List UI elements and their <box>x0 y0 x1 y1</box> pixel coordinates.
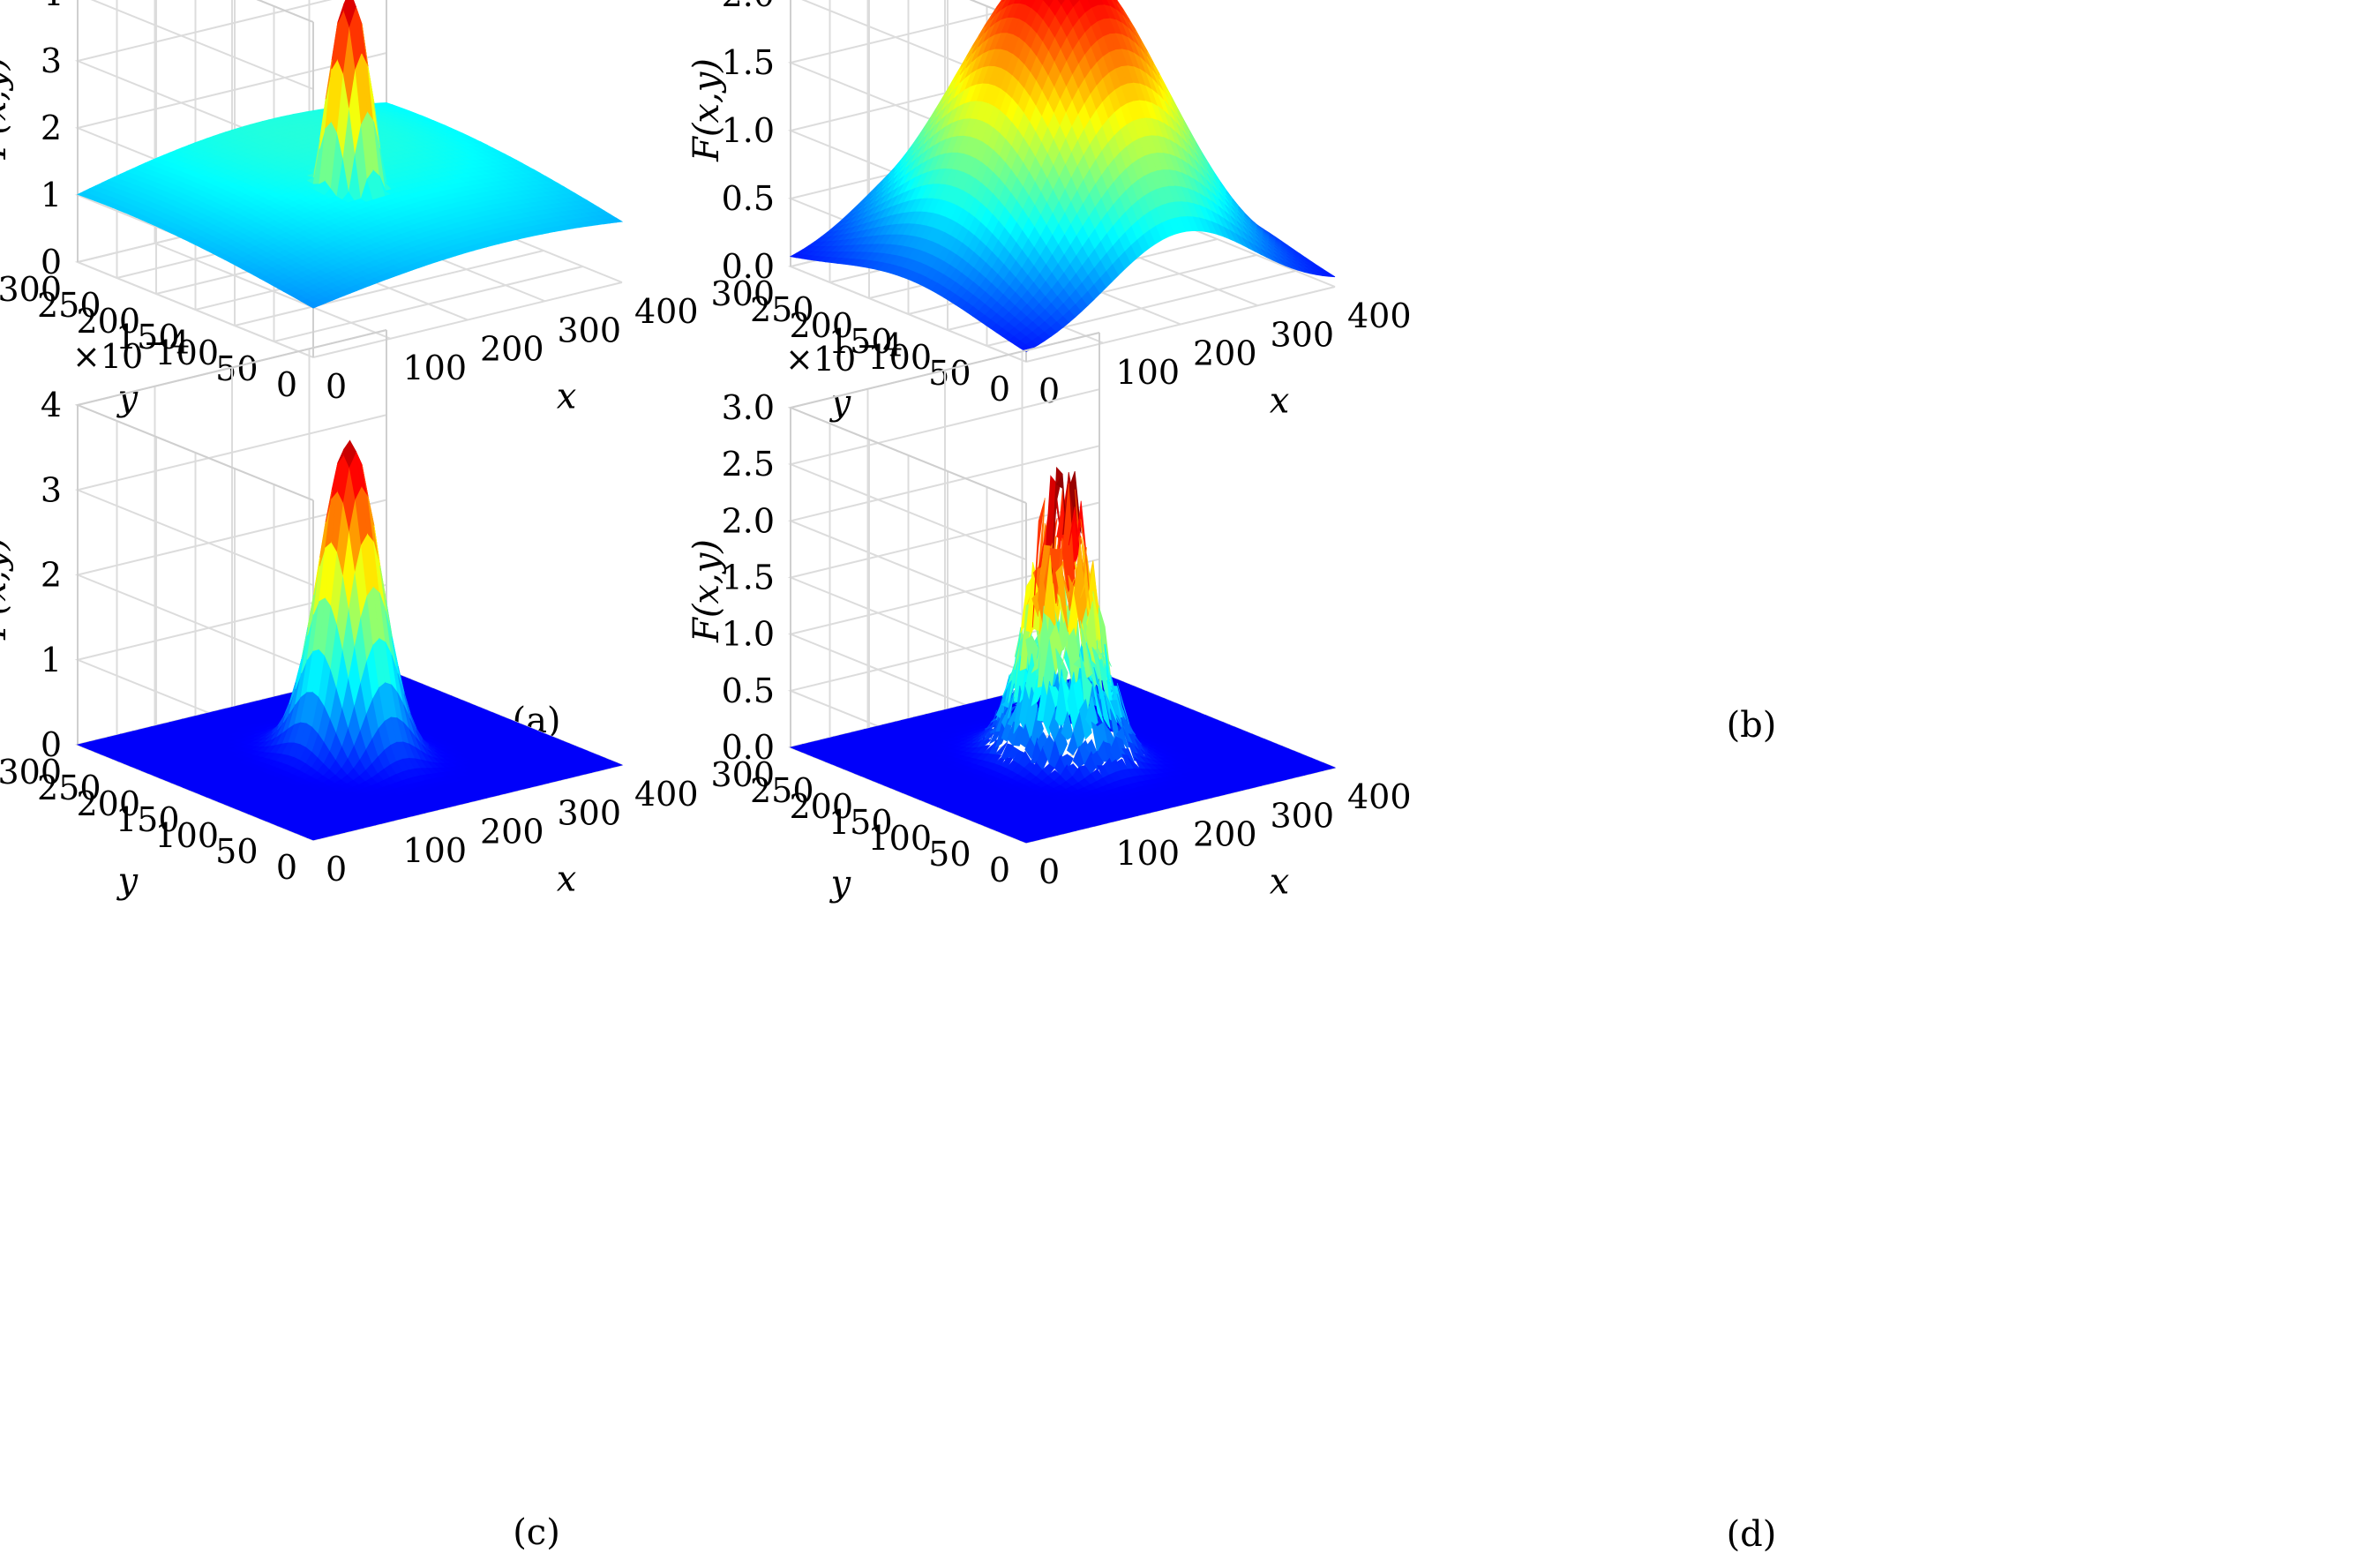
surface <box>76 0 624 309</box>
y-tick-label: 300 <box>0 270 62 309</box>
z-axis-label: F(x,y) <box>686 58 727 162</box>
x-tick-label: 0 <box>1039 371 1060 410</box>
grid-line <box>274 266 583 342</box>
z-tick-label: 2 <box>41 109 62 147</box>
y-tick-label: 0 <box>989 370 1010 409</box>
z-tick-label: 3 <box>41 41 62 80</box>
y-axis-label: y <box>829 382 852 423</box>
y-tick-label: 50 <box>215 349 258 388</box>
x-tick-label: 0 <box>326 367 347 406</box>
x-tick-label: 400 <box>1347 296 1412 335</box>
y-tick-label: 300 <box>710 274 775 313</box>
z-tick-label: 4 <box>41 0 62 13</box>
y-axis-label: y <box>116 378 139 418</box>
x-tick-label: 100 <box>403 349 468 387</box>
x-axis-label: x <box>1270 380 1290 421</box>
panel-caption: (b) <box>1727 705 1777 746</box>
z-tick-label: 1.5 <box>722 43 775 82</box>
z-tick-label: 1.0 <box>722 111 775 150</box>
x-tick-label: 100 <box>1116 353 1181 392</box>
z-axis-label: F(x,y) <box>0 56 14 161</box>
z-tick-label: 2.0 <box>722 0 775 14</box>
z-tick-label: 0.5 <box>722 179 775 218</box>
y-tick-label: 0 <box>276 365 297 404</box>
z-tick-label: 1 <box>41 176 62 214</box>
x-tick-label: 200 <box>1193 334 1257 373</box>
x-tick-label: 300 <box>558 311 622 349</box>
grid-line <box>312 281 623 358</box>
x-tick-label: 200 <box>480 330 544 369</box>
x-tick-label: 400 <box>634 292 699 331</box>
x-tick-label: 300 <box>1271 315 1335 354</box>
grid-line <box>90 0 314 90</box>
chart-panel-a: 0123450100200300400050100150200250300xyF… <box>0 0 699 741</box>
x-axis-label: x <box>557 376 577 416</box>
grid-line <box>234 250 544 326</box>
